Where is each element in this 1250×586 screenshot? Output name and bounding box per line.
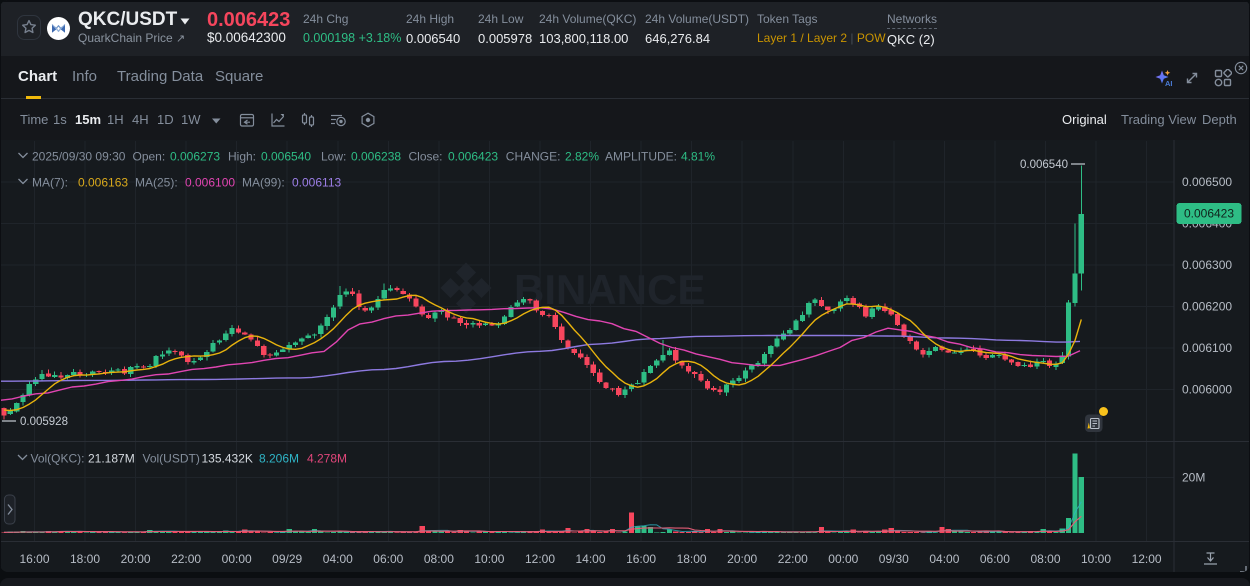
svg-text:20M: 20M bbox=[1182, 471, 1205, 485]
svg-text:MA(7):: MA(7): bbox=[32, 176, 68, 190]
svg-text:22:00: 22:00 bbox=[778, 552, 808, 566]
svg-text:21.187M: 21.187M bbox=[88, 452, 135, 466]
svg-text:MA(25):: MA(25): bbox=[135, 176, 178, 190]
svg-text:06:00: 06:00 bbox=[980, 552, 1010, 566]
svg-text:0.006300: 0.006300 bbox=[1182, 258, 1232, 272]
svg-text:09/29: 09/29 bbox=[272, 552, 302, 566]
svg-text:0.006273: 0.006273 bbox=[170, 150, 220, 164]
svg-text:0.006100: 0.006100 bbox=[1182, 341, 1232, 355]
svg-text:0.006113: 0.006113 bbox=[292, 176, 341, 190]
svg-text:Low:: Low: bbox=[321, 150, 346, 164]
svg-text:8.206M: 8.206M bbox=[259, 452, 299, 466]
svg-text:Open:: Open: bbox=[133, 150, 166, 164]
svg-text:00:00: 00:00 bbox=[828, 552, 858, 566]
svg-text:0.005928: 0.005928 bbox=[20, 416, 68, 428]
svg-text:Close:: Close: bbox=[409, 150, 443, 164]
svg-text:0.006500: 0.006500 bbox=[1182, 175, 1232, 189]
svg-text:12:00: 12:00 bbox=[1132, 552, 1162, 566]
svg-text:0.006540: 0.006540 bbox=[261, 150, 311, 164]
svg-text:04:00: 04:00 bbox=[929, 552, 959, 566]
svg-text:00:00: 00:00 bbox=[222, 552, 252, 566]
svg-text:2025/09/30 09:30: 2025/09/30 09:30 bbox=[32, 150, 126, 164]
svg-text:2.82%: 2.82% bbox=[565, 150, 599, 164]
svg-text:20:00: 20:00 bbox=[121, 552, 151, 566]
svg-text:08:00: 08:00 bbox=[424, 552, 454, 566]
svg-text:10:00: 10:00 bbox=[474, 552, 504, 566]
svg-text:09/30: 09/30 bbox=[879, 552, 909, 566]
svg-text:Vol(USDT): Vol(USDT) bbox=[143, 452, 200, 466]
svg-text:AMPLITUDE:: AMPLITUDE: bbox=[605, 150, 677, 164]
svg-text:16:00: 16:00 bbox=[626, 552, 656, 566]
svg-text:04:00: 04:00 bbox=[323, 552, 353, 566]
svg-text:4.278M: 4.278M bbox=[307, 452, 347, 466]
svg-text:0.006100: 0.006100 bbox=[185, 176, 235, 190]
svg-text:135.432K: 135.432K bbox=[202, 452, 253, 466]
svg-text:0.006163: 0.006163 bbox=[78, 176, 128, 190]
svg-text:08:00: 08:00 bbox=[1030, 552, 1060, 566]
svg-text:4.81%: 4.81% bbox=[681, 150, 715, 164]
svg-text:0.006000: 0.006000 bbox=[1182, 383, 1232, 397]
svg-text:12:00: 12:00 bbox=[525, 552, 555, 566]
svg-text:0.006200: 0.006200 bbox=[1182, 300, 1232, 314]
svg-text:High:: High: bbox=[228, 150, 256, 164]
svg-text:14:00: 14:00 bbox=[575, 552, 605, 566]
svg-text:0.006423: 0.006423 bbox=[448, 150, 498, 164]
svg-text:AI: AI bbox=[1165, 79, 1173, 88]
svg-text:Vol(QKC):: Vol(QKC): bbox=[31, 452, 85, 466]
svg-text:MA(99):: MA(99): bbox=[242, 176, 285, 190]
svg-text:18:00: 18:00 bbox=[677, 552, 707, 566]
svg-text:0.006540: 0.006540 bbox=[1020, 159, 1068, 171]
svg-text:CHANGE:: CHANGE: bbox=[506, 150, 561, 164]
svg-text:06:00: 06:00 bbox=[373, 552, 403, 566]
svg-text:18:00: 18:00 bbox=[70, 552, 100, 566]
svg-text:BINANCE: BINANCE bbox=[514, 266, 705, 313]
svg-text:0.006423: 0.006423 bbox=[1184, 207, 1234, 221]
svg-text:16:00: 16:00 bbox=[19, 552, 49, 566]
svg-text:10:00: 10:00 bbox=[1081, 552, 1111, 566]
svg-text:22:00: 22:00 bbox=[171, 552, 201, 566]
svg-text:0.006238: 0.006238 bbox=[351, 150, 401, 164]
svg-text:20:00: 20:00 bbox=[727, 552, 757, 566]
